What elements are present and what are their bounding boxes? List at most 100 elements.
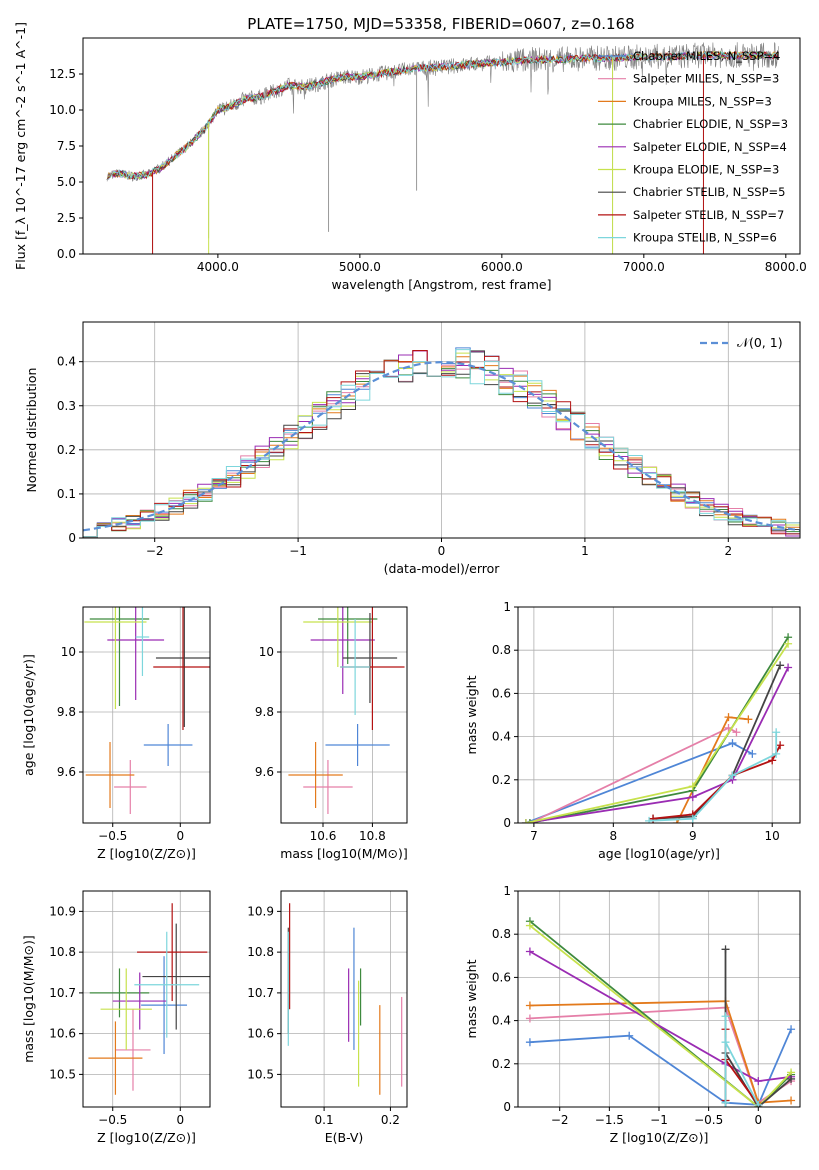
massweight-vs-z-plot-area: [525, 917, 796, 1107]
residuals-y-tick-label: 0.1: [57, 487, 76, 501]
marker-kroupa_miles: [744, 715, 753, 724]
age-vs-mass-panel: 10.6 10.8 9.6 9.8 10 mass [log10(M/M⊙)]: [255, 606, 408, 861]
massweight-vs-age-y-tick-label: 0.2: [492, 773, 511, 787]
marker-kroupa_stelib: [688, 814, 697, 823]
marker-kroupa_stelib: [754, 1100, 763, 1107]
residuals-plot-area: [83, 347, 800, 538]
mass-vs-z-y-tick-label: 10.8: [49, 945, 76, 959]
gaussian-curve: [83, 360, 800, 532]
line-chabrier_miles: [525, 742, 753, 823]
age-vs-z-y-tick-label: 9.6: [57, 765, 76, 779]
massweight-vs-z-x-tick-label: −2: [551, 1113, 569, 1127]
marker-kroupa_elodie: [784, 639, 793, 648]
legend-label-kroupa_stelib: Kroupa STELIB, N_SSP=6: [633, 231, 777, 245]
spectrum-panel: 4000.0 5000.0 6000.0 7000.0 8000.0 0.0 2.5 5.0 7…: [13, 22, 807, 292]
marker-kroupa_stelib: [728, 771, 737, 780]
marker-kroupa_stelib: [772, 728, 781, 737]
spectrum-x-tick-label: 8000.0: [765, 260, 807, 274]
massweight-vs-age-frame: [517, 606, 801, 824]
massweight-vs-age-y-tick-label: 1: [503, 600, 511, 614]
mass-vs-ebv-panel: 0.1 0.2 10.5 10.6 10.7 10.8 10.9 E(B-V): [247, 890, 408, 1145]
mass-vs-z-x-tick-label: 0: [176, 1113, 184, 1127]
residuals-x-tick-label: −1: [289, 544, 307, 558]
massweight-vs-z-x-tick-label: −0.5: [694, 1113, 723, 1127]
legend-label-chabrier_stelib: Chabrier STELIB, N_SSP=5: [633, 185, 785, 199]
age-vs-z-panel: −0.5 0 9.6 9.8 10 Z [log10(Z/Z⊙)] age [log10(a…: [21, 606, 211, 861]
line-chabrier_elodie: [529, 920, 792, 1107]
marker-chabrier_stelib: [787, 1074, 796, 1083]
marker-salpeter_stelib: [768, 756, 777, 765]
spectrum-model-line-kroupa_elodie: [106, 50, 779, 180]
age-vs-z-x-tick-label: −0.5: [98, 829, 127, 843]
age-vs-z-y-tick-label: 10: [61, 645, 76, 659]
marker-kroupa_stelib: [772, 749, 781, 758]
line-salpeter_elodie: [525, 667, 789, 823]
spectrum-y-tick-label: 12.5: [49, 67, 76, 81]
mass-vs-ebv-x-label: E(B-V): [325, 1130, 364, 1145]
residuals-y-label: Normed distribution: [24, 368, 39, 493]
spectrum-y-label: Flux [f_λ 10^-17 erg cm^-2 s^-1 A^-1]: [13, 22, 28, 270]
legend-label-kroupa_elodie: Kroupa ELODIE, N_SSP=3: [633, 163, 779, 177]
residuals-y-tick-label: 0.2: [57, 443, 76, 457]
marker-chabrier_miles: [748, 749, 757, 758]
legend-label-kroupa_miles: Kroupa MILES, N_SSP=3: [633, 94, 772, 108]
spectrum-x-tick-label: 6000.0: [481, 260, 523, 274]
line-kroupa_stelib: [649, 732, 778, 822]
marker-salpeter_miles: [525, 1014, 534, 1023]
mass-vs-z-frame: [82, 890, 211, 1108]
mass-vs-z-y-tick-label: 10.7: [49, 986, 76, 1000]
mass-vs-ebv-plot-area: [287, 903, 403, 1095]
spectrum-model-line-salpeter_elodie: [106, 50, 779, 180]
legend-label-chabrier_elodie: Chabrier ELODIE, N_SSP=3: [633, 117, 788, 131]
legend-label-salpeter_stelib: Salpeter STELIB, N_SSP=7: [633, 208, 784, 222]
marker-chabrier_stelib: [721, 945, 730, 954]
residuals-x-tick-label: 2: [724, 544, 732, 558]
marker-salpeter_elodie: [525, 947, 534, 956]
line-salpeter_miles: [529, 1006, 792, 1105]
age-vs-z-y-tick-label: 9.8: [57, 705, 76, 719]
massweight-vs-z-y-tick-label: 0.2: [492, 1057, 511, 1071]
age-vs-mass-frame: [280, 606, 408, 824]
massweight-vs-z-x-tick-label: 0: [754, 1113, 762, 1127]
marker-chabrier_miles: [728, 739, 737, 748]
age-vs-mass-plot-area: [288, 607, 405, 814]
marker-chabrier_miles: [787, 1025, 796, 1034]
marker-kroupa_miles: [525, 1001, 534, 1010]
massweight-vs-age-y-tick-label: 0.6: [492, 686, 511, 700]
age-vs-mass-y-tick-label: 9.8: [255, 705, 274, 719]
mass-vs-ebv-frame: [280, 890, 408, 1108]
legend-label-gaussian: 𝒩(0, 1): [737, 335, 783, 350]
mass-vs-z-panel: −0.5 0 10.5 10.6 10.7 10.8 10.9 Z [log10(Z/Z⊙)]…: [21, 890, 211, 1145]
residuals-y-tick-label: 0.3: [57, 399, 76, 413]
histogram-kroupa_stelib: [83, 349, 800, 538]
spectrum-y-tick-label: 10.0: [49, 103, 76, 117]
marker-kroupa_stelib: [721, 1098, 730, 1107]
mass-vs-z-x-label: Z [log10(Z/Z⊙)]: [97, 1130, 196, 1145]
marker-kroupa_stelib: [721, 1038, 730, 1047]
spectrum-x-label: wavelength [Angstrom, rest frame]: [331, 277, 551, 292]
line-kroupa_elodie: [529, 924, 792, 1107]
spectrum-data-line: [106, 41, 779, 182]
spectrum-x-tick-label: 7000.0: [623, 260, 665, 274]
marker-kroupa_elodie: [525, 921, 534, 930]
marker-chabrier_miles: [625, 1031, 634, 1040]
massweight-vs-z-x-tick-label: −1: [650, 1113, 668, 1127]
marker-salpeter_stelib: [776, 741, 785, 750]
age-vs-mass-x-tick-label: 10.8: [359, 829, 386, 843]
residuals-panel: −2 −1 0 1 2 0 0.1 0.2 0.3 0.4 (data-model)/error No…: [24, 321, 801, 576]
line-salpeter_stelib: [652, 744, 781, 820]
massweight-vs-z-y-tick-label: 0.4: [492, 1014, 511, 1028]
mass-vs-z-plot-area: [88, 903, 210, 1095]
marker-salpeter_elodie: [754, 1077, 763, 1086]
marker-salpeter_elodie: [784, 663, 793, 672]
spectrum-x-tick-label: 4000.0: [197, 260, 239, 274]
marker-chabrier_elodie: [525, 819, 534, 823]
massweight-vs-age-x-tick-label: 9: [689, 829, 697, 843]
spectrum-plot-area: [106, 41, 779, 254]
residuals-x-label: (data-model)/error: [384, 561, 501, 576]
spectrum-y-tick-label: 2.5: [57, 211, 76, 225]
residuals-x-tick-label: −2: [146, 544, 164, 558]
massweight-vs-z-y-tick-label: 0: [503, 1100, 511, 1114]
massweight-vs-z-y-tick-label: 0.6: [492, 970, 511, 984]
mass-vs-ebv-x-tick-label: 0.2: [381, 1113, 400, 1127]
